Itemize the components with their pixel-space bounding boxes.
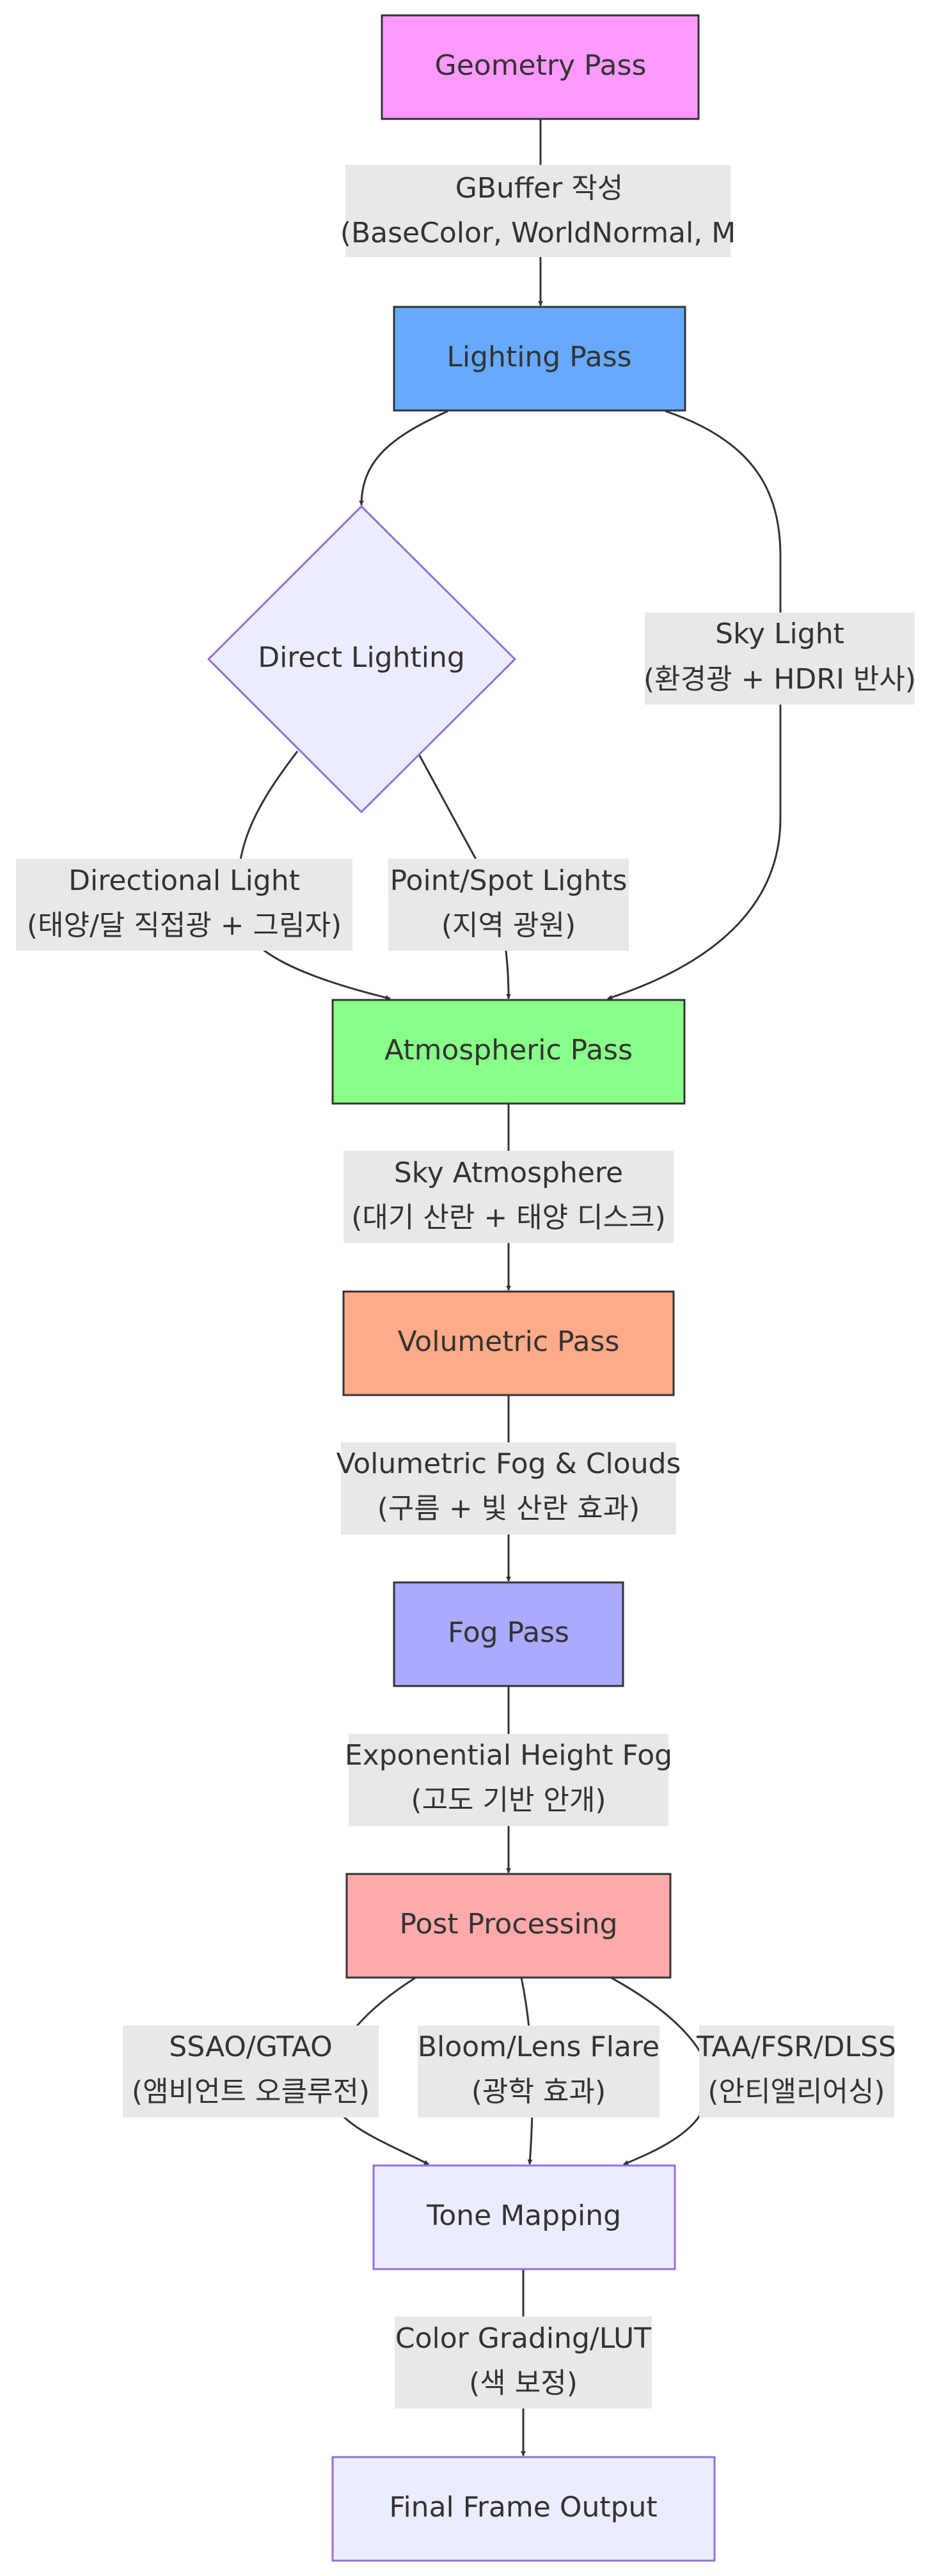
edge-label-line2: (안티앨리어싱) <box>707 2075 885 2108</box>
edge-label-line2: (태양/달 직접광 + 그림자) <box>27 909 342 942</box>
edge-label-line2: (고도 기반 안개) <box>411 1784 606 1816</box>
node-fog-pass: Fog Pass <box>393 1581 624 1687</box>
edge-labels: GBuffer 작성 (BaseColor, WorldNormal, M Sk… <box>16 165 916 2408</box>
edge-label-line2: (BaseColor, WorldNormal, M <box>340 217 736 249</box>
edge-label-ssao: SSAO/GTAO (앰비언트 오클루전) <box>123 2026 379 2118</box>
edge-lighting-to-direct <box>359 410 448 506</box>
edge-lighting-to-atmospheric <box>607 410 782 1000</box>
edge-label-line2: (앰비언트 오클루전) <box>132 2075 370 2108</box>
node-post-processing: Post Processing <box>345 1873 672 1979</box>
node-label: Final Frame Output <box>389 2491 657 2524</box>
node-label: Atmospheric Pass <box>384 1034 633 1066</box>
edge-label-line2: (광학 효과) <box>471 2075 606 2108</box>
nodes: Geometry Pass Lighting Pass Direct Light… <box>207 14 716 2562</box>
edge-label-point-spot: Point/Spot Lights (지역 광원) <box>388 859 629 951</box>
edge-label-bloom: Bloom/Lens Flare (광학 효과) <box>418 2026 660 2118</box>
node-geometry-pass: Geometry Pass <box>381 14 700 120</box>
node-volumetric-pass: Volumetric Pass <box>342 1290 675 1396</box>
edge-label-line1: Exponential Height Fog <box>345 1739 672 1772</box>
node-tone-mapping: Tone Mapping <box>372 2164 676 2270</box>
edge-label-line1: Volumetric Fog & Clouds <box>336 1448 681 1480</box>
edge-label-gbuffer: GBuffer 작성 (BaseColor, WorldNormal, M <box>340 165 736 257</box>
edge-label-line1: Sky Atmosphere <box>394 1157 623 1189</box>
edge-label-sky-atmosphere: Sky Atmosphere (대기 산란 + 태양 디스크) <box>344 1151 674 1243</box>
node-label: Post Processing <box>400 1908 618 1940</box>
edge-label-height-fog: Exponential Height Fog (고도 기반 안개) <box>345 1734 672 1826</box>
node-label: Direct Lighting <box>258 641 465 674</box>
edge-label-line1: Point/Spot Lights <box>390 864 628 897</box>
edge-label-line1: GBuffer 작성 <box>455 172 624 205</box>
edge-label-line1: Color Grading/LUT <box>395 2322 651 2355</box>
edge-label-volumetric-fog: Volumetric Fog & Clouds (구름 + 빛 산란 효과) <box>336 1442 681 1534</box>
node-label: Lighting Pass <box>446 341 631 373</box>
edge-label-line1: Sky Light <box>715 618 844 650</box>
node-label: Geometry Pass <box>435 49 647 82</box>
node-label: Tone Mapping <box>426 2199 621 2232</box>
node-atmospheric-pass: Atmospheric Pass <box>331 999 686 1105</box>
edge-label-directional: Directional Light (태양/달 직접광 + 그림자) <box>16 859 352 951</box>
node-final-frame-output: Final Frame Output <box>331 2456 716 2562</box>
edge-label-line2: (대기 산란 + 태양 디스크) <box>351 1201 665 1234</box>
edge-label-line2: (색 보정) <box>469 2367 578 2400</box>
edge-label-line1: Directional Light <box>68 864 300 897</box>
edge-label-line1: Bloom/Lens Flare <box>418 2031 660 2063</box>
edge-label-line1: SSAO/GTAO <box>169 2031 332 2063</box>
node-label: Fog Pass <box>448 1616 569 1649</box>
edge-label-line2: (환경광 + HDRI 반사) <box>644 663 916 696</box>
edge-label-sky-light: Sky Light (환경광 + HDRI 반사) <box>644 613 916 705</box>
edge-label-taa: TAA/FSR/DLSS (안티앨리어싱) <box>696 2026 896 2118</box>
node-direct-lighting: Direct Lighting <box>207 504 517 814</box>
node-lighting-pass: Lighting Pass <box>393 306 686 412</box>
edge-label-color-grading: Color Grading/LUT (색 보정) <box>395 2316 652 2408</box>
edge-label-line1: TAA/FSR/DLSS <box>696 2031 896 2063</box>
edge-label-line2: (지역 광원) <box>441 909 576 942</box>
edge-label-line2: (구름 + 빛 산란 효과) <box>377 1492 640 1525</box>
node-label: Volumetric Pass <box>398 1325 620 1358</box>
